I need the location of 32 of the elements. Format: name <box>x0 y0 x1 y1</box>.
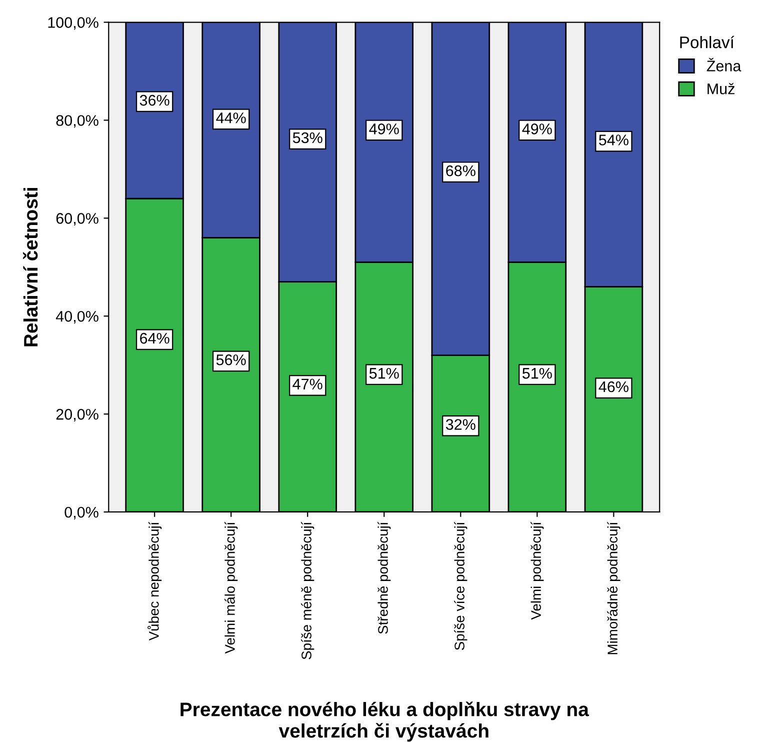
x-tick-label: Vůbec nepodněcují <box>148 522 162 641</box>
data-label: 68% <box>446 165 476 176</box>
y-tick-label: 0,0% <box>64 506 98 520</box>
y-tick-label: 20,0% <box>56 408 98 422</box>
data-label: 36% <box>140 94 170 106</box>
x-tick-label: Mimořádně podněcují <box>607 522 620 654</box>
y-axis-title: Relativní četnosti <box>23 188 38 346</box>
data-label: 47% <box>292 378 322 390</box>
x-axis-title: Prezentace nového léku a doplňku stravy na veletrzích či výstavách <box>180 702 590 742</box>
y-tick-label: 100,0% <box>48 17 98 30</box>
data-label: 54% <box>599 134 628 146</box>
y-tick-label: 80,0% <box>56 115 98 128</box>
data-label: 49% <box>522 124 552 134</box>
legend-label: Žena <box>706 58 742 72</box>
data-label: 56% <box>216 354 246 366</box>
x-tick-label: Spíše méně podněcují <box>301 522 314 660</box>
legend-label: Muž <box>708 83 734 94</box>
data-label: 51% <box>522 368 552 379</box>
data-label: 46% <box>598 381 628 392</box>
data-label: 32% <box>446 419 476 430</box>
x-tick-label: Velmi podněcují <box>530 522 544 620</box>
data-label: 64% <box>140 332 170 344</box>
x-tick-label: Středně podněcují <box>378 522 391 634</box>
y-tick-label: 40,0% <box>56 310 98 324</box>
x-tick-label: Spíše více podněcují <box>454 522 468 650</box>
y-tick-label: 60,0% <box>56 213 98 226</box>
legend-title: Pohlaví <box>680 36 734 48</box>
data-label: 51% <box>369 368 399 379</box>
data-label: 53% <box>292 132 322 144</box>
x-tick-label: Velmi málo podněcují <box>224 522 238 654</box>
data-label: 49% <box>369 124 399 134</box>
data-label: 44% <box>216 112 246 124</box>
